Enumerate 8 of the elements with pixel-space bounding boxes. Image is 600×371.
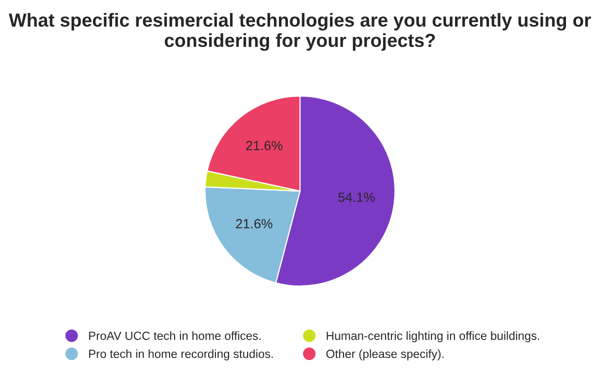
data-label: 21.6% (246, 140, 282, 150)
data-label: 21.6% (236, 219, 272, 228)
data-label: 54.1% (338, 192, 375, 202)
legend-label: Pro tech in home recording studios. (89, 349, 273, 360)
chart-title: What specific resimercial technologies are you currently using or considering for your projects? (8, 12, 591, 51)
legend-label: ProAV UCC tech in home offices. (89, 331, 261, 340)
legend-label: Human-centric lighting in office buildings. (326, 331, 540, 342)
legend-label: Other (please specify). (326, 349, 444, 360)
